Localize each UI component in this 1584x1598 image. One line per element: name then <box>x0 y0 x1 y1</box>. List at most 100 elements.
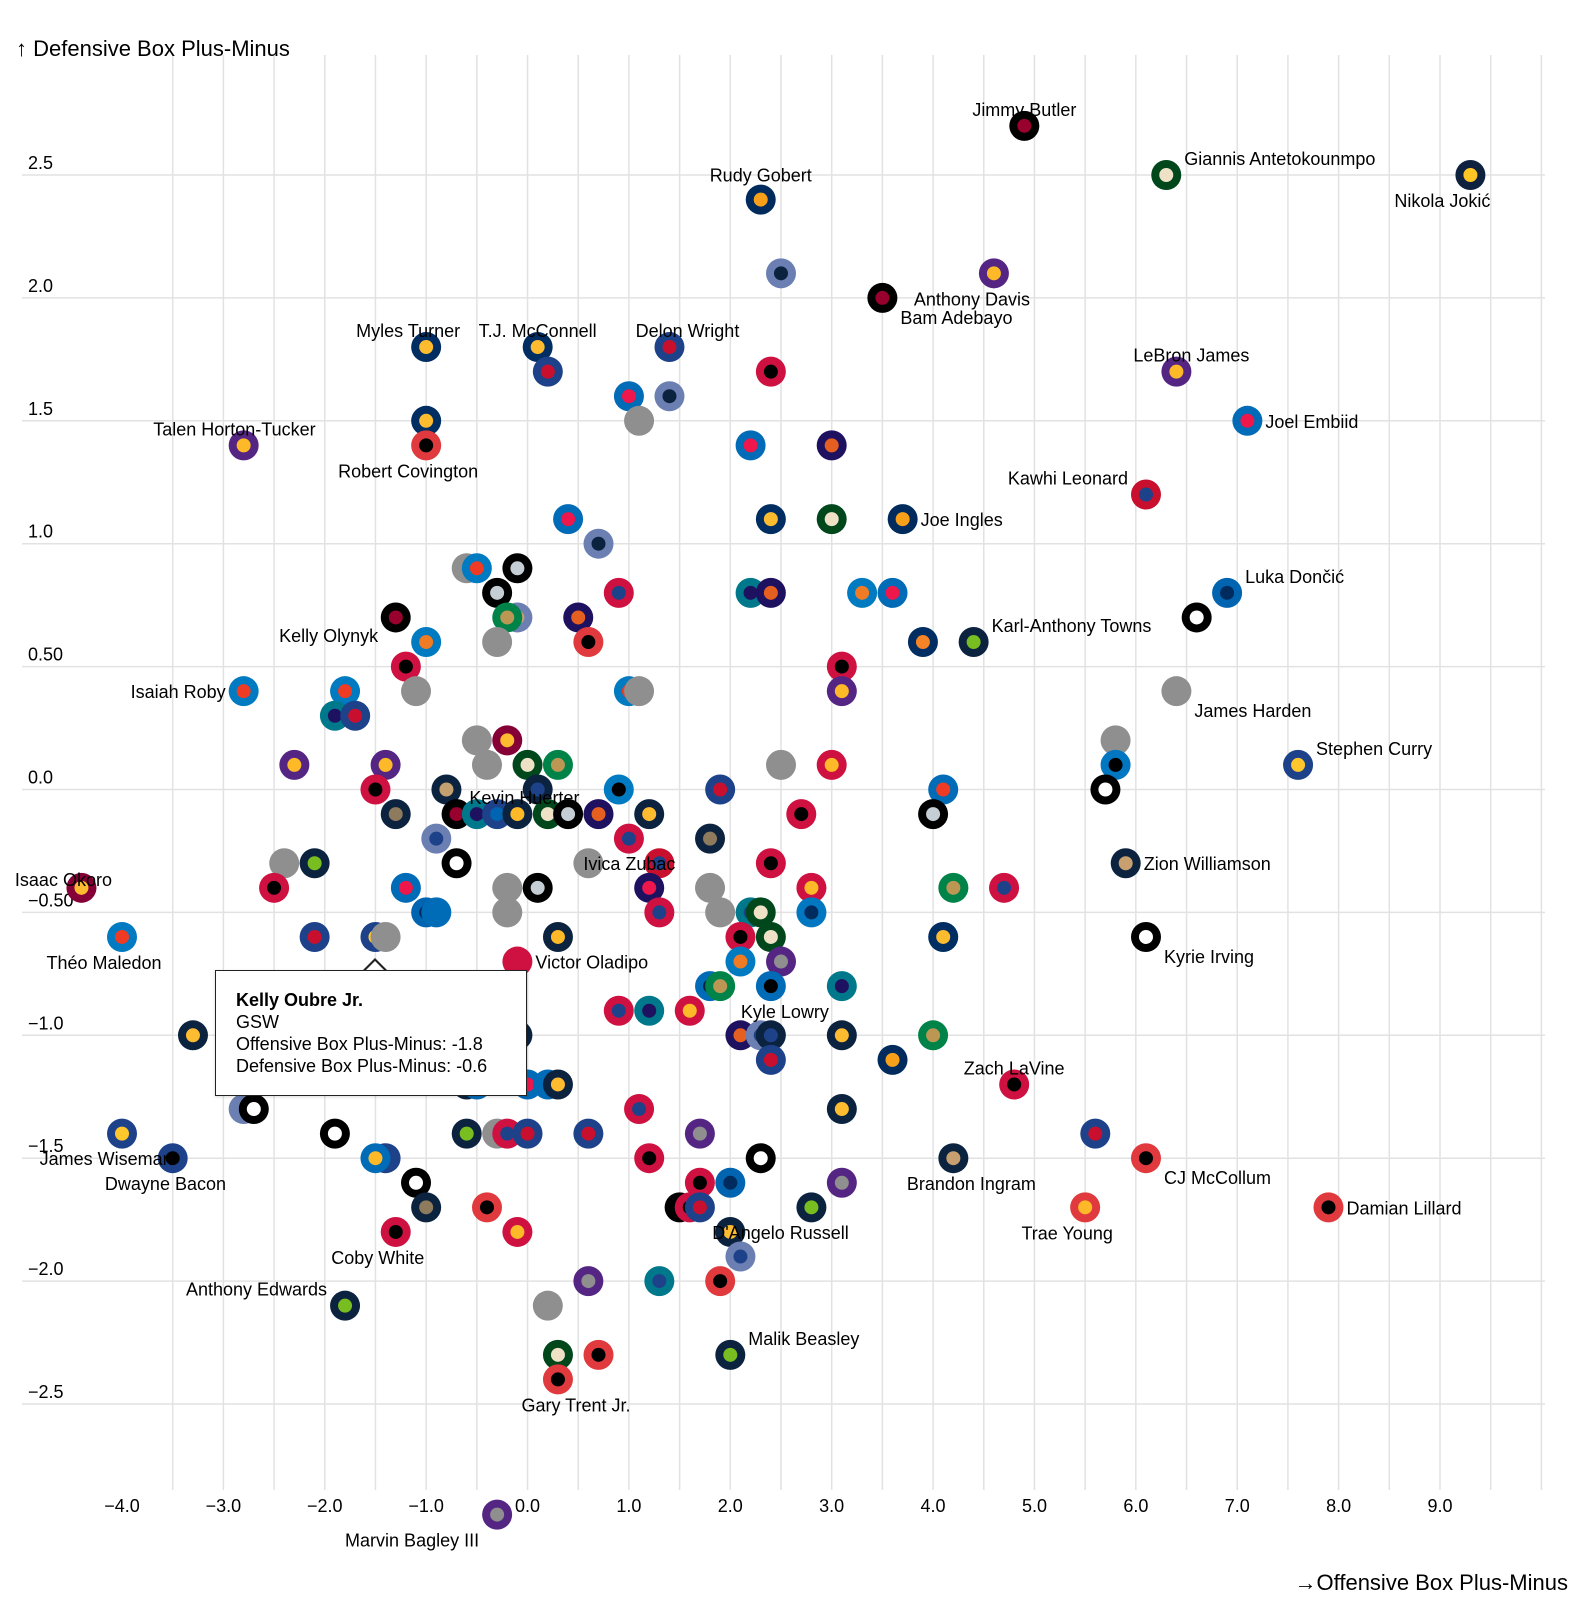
data-point[interactable] <box>634 799 665 830</box>
data-point[interactable] <box>573 627 604 658</box>
data-point[interactable] <box>573 1118 604 1149</box>
data-point[interactable] <box>583 528 614 559</box>
data-point[interactable] <box>634 1143 665 1174</box>
data-point[interactable] <box>1100 725 1131 756</box>
data-point[interactable] <box>563 602 594 633</box>
data-point[interactable] <box>745 1143 776 1174</box>
data-point[interactable] <box>796 1192 827 1223</box>
data-point[interactable] <box>360 774 391 805</box>
data-point[interactable] <box>1283 749 1314 780</box>
data-point[interactable] <box>512 749 543 780</box>
data-point[interactable] <box>745 897 776 928</box>
data-point[interactable] <box>553 504 584 535</box>
data-point[interactable] <box>1090 774 1121 805</box>
data-point[interactable] <box>715 1167 746 1198</box>
data-point[interactable] <box>542 1339 573 1370</box>
data-point[interactable] <box>735 430 766 461</box>
data-point[interactable] <box>999 1069 1030 1100</box>
data-point[interactable] <box>360 1143 391 1174</box>
data-point[interactable] <box>380 1216 411 1247</box>
data-point[interactable] <box>745 184 776 215</box>
data-point[interactable] <box>755 848 786 879</box>
data-point[interactable] <box>755 1044 786 1075</box>
data-point[interactable] <box>157 1143 188 1174</box>
data-point[interactable] <box>826 1020 857 1051</box>
data-point[interactable] <box>766 946 796 977</box>
data-point[interactable] <box>573 848 604 879</box>
data-point[interactable] <box>755 577 786 608</box>
data-point[interactable] <box>401 1167 432 1198</box>
data-point[interactable] <box>542 1069 573 1100</box>
data-point[interactable] <box>654 332 685 363</box>
data-point[interactable] <box>705 1266 736 1297</box>
data-point[interactable] <box>482 577 513 608</box>
data-point[interactable] <box>1080 1118 1111 1149</box>
data-point[interactable] <box>451 1118 482 1149</box>
data-point[interactable] <box>918 1020 949 1051</box>
data-point[interactable] <box>816 749 847 780</box>
data-point[interactable] <box>532 1290 563 1321</box>
data-point[interactable] <box>826 1094 857 1125</box>
data-point[interactable] <box>269 848 300 879</box>
data-point[interactable] <box>542 749 573 780</box>
data-point[interactable] <box>1161 676 1192 707</box>
data-point[interactable] <box>725 921 756 952</box>
data-point[interactable] <box>796 872 827 903</box>
data-point[interactable] <box>918 799 949 830</box>
data-point[interactable] <box>826 651 857 682</box>
data-point[interactable] <box>695 823 726 854</box>
data-point[interactable] <box>1110 848 1141 879</box>
data-point[interactable] <box>583 1339 614 1370</box>
data-point[interactable] <box>411 627 442 658</box>
data-point[interactable] <box>624 676 655 707</box>
data-point[interactable] <box>654 381 685 412</box>
data-point[interactable] <box>411 405 442 436</box>
data-point[interactable] <box>867 282 898 313</box>
data-point[interactable] <box>978 258 1009 289</box>
data-point[interactable] <box>826 971 857 1002</box>
data-point[interactable] <box>613 823 644 854</box>
data-point[interactable] <box>542 1364 573 1395</box>
data-point[interactable] <box>674 995 705 1026</box>
data-point[interactable] <box>66 872 97 903</box>
data-point[interactable] <box>421 897 452 928</box>
data-point[interactable] <box>502 1216 533 1247</box>
data-point[interactable] <box>340 700 371 731</box>
data-point[interactable] <box>238 1094 269 1125</box>
data-point[interactable] <box>471 1192 502 1223</box>
data-point[interactable] <box>482 627 513 658</box>
data-point[interactable] <box>1313 1192 1344 1223</box>
data-point[interactable] <box>1151 160 1182 190</box>
data-point[interactable] <box>928 921 959 952</box>
data-point[interactable] <box>228 676 259 707</box>
data-point[interactable] <box>370 921 401 952</box>
data-point[interactable] <box>705 774 736 805</box>
data-point[interactable] <box>522 774 553 805</box>
data-point[interactable] <box>644 897 675 928</box>
data-point[interactable] <box>107 1118 137 1149</box>
data-point[interactable] <box>755 504 786 535</box>
data-point[interactable] <box>725 1241 756 1272</box>
data-point[interactable] <box>705 897 736 928</box>
data-point[interactable] <box>502 799 533 830</box>
data-point[interactable] <box>603 774 634 805</box>
data-point[interactable] <box>786 799 817 830</box>
data-point[interactable] <box>401 676 432 707</box>
data-point[interactable] <box>299 848 330 879</box>
data-point[interactable] <box>766 749 796 780</box>
data-point[interactable] <box>755 971 786 1002</box>
data-point[interactable] <box>259 872 290 903</box>
data-point[interactable] <box>492 725 523 756</box>
data-point[interactable] <box>603 995 634 1026</box>
data-point[interactable] <box>938 1143 969 1174</box>
data-point[interactable] <box>330 1290 361 1321</box>
data-point[interactable] <box>766 258 796 289</box>
data-point[interactable] <box>907 627 938 658</box>
data-point[interactable] <box>1100 749 1131 780</box>
data-point[interactable] <box>492 897 523 928</box>
data-point[interactable] <box>492 872 523 903</box>
data-point[interactable] <box>877 577 908 608</box>
data-point[interactable] <box>299 921 330 952</box>
data-point[interactable] <box>1130 921 1161 952</box>
data-point[interactable] <box>928 774 959 805</box>
